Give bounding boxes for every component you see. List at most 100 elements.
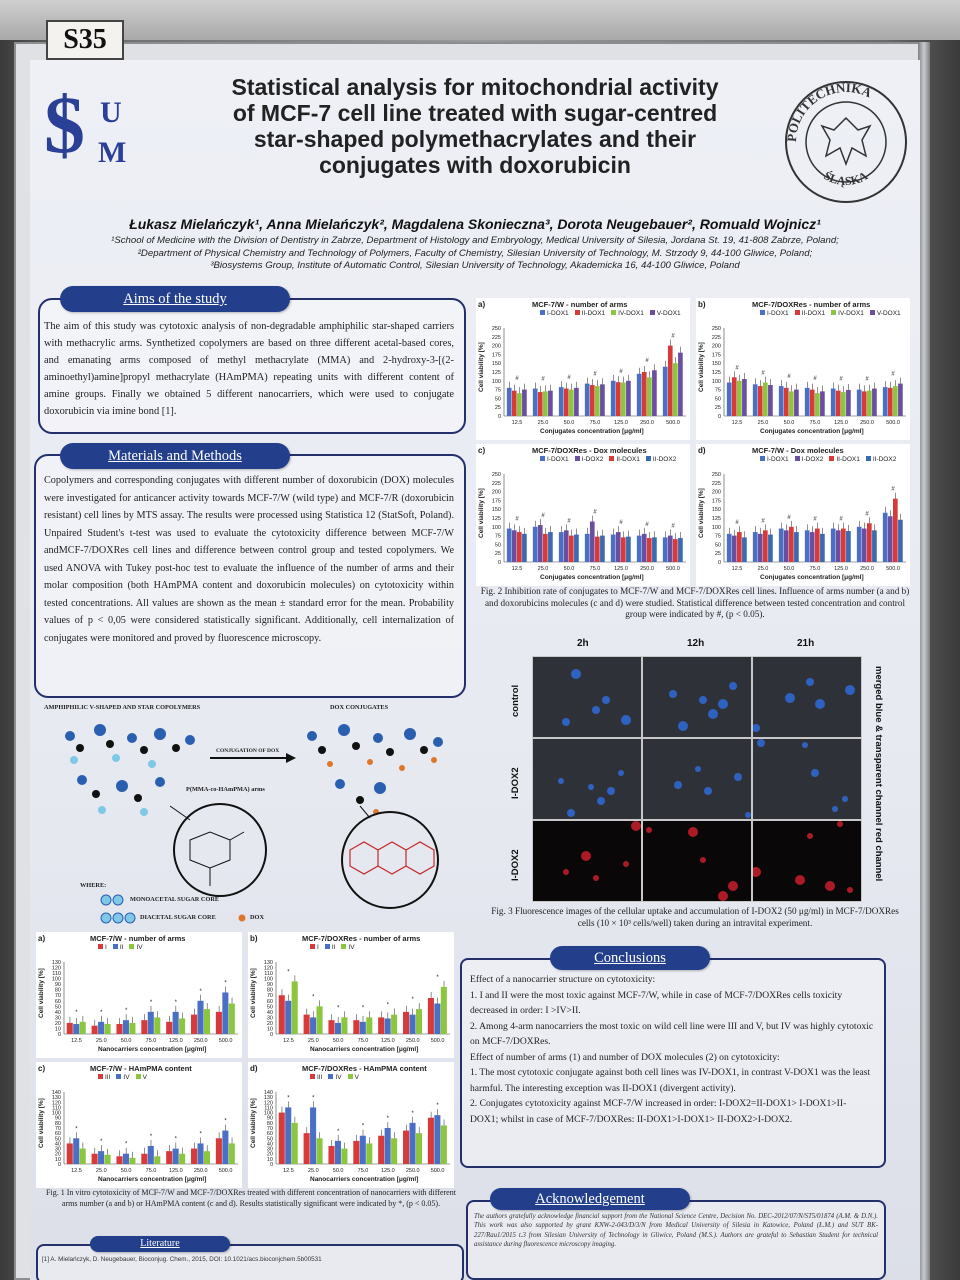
y-tick-label: 60 [55,999,61,1005]
bar [291,981,298,1034]
bar [820,533,825,562]
cell-fluorescence [753,678,855,732]
x-tick-label: 50.0 [121,1168,132,1174]
chart-panel-letter: b) [250,934,258,943]
y-tick-label: 100 [712,525,721,531]
cell-spot [623,861,629,867]
chart-plot-area: 0 25 50 75 100 125 150 175 200 225 250 #12.5 #25.0 #5… [492,326,686,426]
significance-marker: * [362,1124,365,1130]
sum-logo-u: U [100,96,122,129]
legend-entry: I-DOX2 [794,455,823,464]
y-tick-label: 175 [492,352,501,358]
x-tick-label: 250.0 [406,1038,420,1044]
cell-spot [845,685,855,695]
chart-fig1c: c) MCF-7/W - HAmPMA content III IV V 0 10 20 30 4… [36,1062,242,1188]
y-tick-label: 80 [55,988,61,994]
legend-label: II-DOX2 [652,456,677,463]
chart-legend: I II IV [98,943,211,952]
microscopy-side-label: merged blue & transparent channel [873,666,884,826]
bar [543,533,548,562]
aims-text: The aim of this study was cytotoxic anal… [44,321,454,417]
bar [763,530,768,562]
bar [558,532,564,562]
legend-label: II-DOX1 [581,310,606,317]
chart-panel-letter: b) [698,300,706,309]
bar [595,386,600,416]
legend-label: II [331,944,336,951]
scheme-drawing [65,724,443,909]
y-axis-label: Cell viability [%] [698,488,705,538]
x-tick-label: 75.0 [590,420,601,426]
bar [861,391,867,416]
literature-text: [1] A. Mielańczyk, D. Neugebauer, Biocon… [42,1256,322,1263]
bar [409,1122,416,1164]
cell-fluorescence [563,821,641,881]
bar [427,998,434,1034]
y-tick-label: 50 [715,396,721,402]
cell-spot [795,875,805,885]
significance-marker: * [287,1095,290,1101]
diacetal-label: DIACETAL SUGAR CORE [140,914,216,921]
y-tick-label: 60 [267,999,273,1005]
bar [517,393,522,416]
bar [589,385,595,416]
bar [353,1020,360,1034]
microscopy-image [642,738,752,820]
bar [809,532,815,562]
bar [835,390,841,416]
y-tick-label: 0 [58,1032,61,1038]
y-tick-label: 110 [52,971,61,977]
bar [203,1151,211,1164]
legend-label: I-DOX1 [767,310,789,317]
bar [359,1021,366,1034]
cell-fluorescence [757,739,848,812]
legend-label: IV [123,1074,130,1081]
bar [215,1011,222,1034]
cell-spot [745,812,751,818]
cell-spot [688,827,698,837]
bar [615,382,621,416]
y-tick-label: 225 [712,335,721,341]
chart-title: MCF-7/W - number of arms [90,934,186,943]
bar [506,528,512,562]
y-tick-label: 250 [492,472,501,478]
significance-marker: # [593,372,597,378]
bar [804,530,810,562]
bar [584,383,590,416]
bar [172,1148,179,1164]
cell-spot [618,770,624,776]
significance-marker: * [100,1139,103,1145]
y-tick-label: 100 [492,379,501,385]
significance-marker: * [125,1142,128,1148]
y-tick-label: 120 [52,966,61,972]
y-tick-label: 50 [495,396,501,402]
x-tick-label: 75.0 [146,1168,157,1174]
y-axis-label: Cell viability [%] [250,1098,257,1148]
figure-3-caption: Fig. 3 Fluorescence images of the cellul… [491,906,899,928]
significance-marker: * [200,989,203,995]
bar [434,1115,441,1164]
bar [835,530,841,562]
methods-box [34,454,466,698]
chart-plot-area: 0 25 50 75 100 125 150 175 200 225 250 #12.5 #25.0 #5… [712,472,906,572]
svg-text:POLITECHNIKA: POLITECHNIKA [784,80,875,143]
significance-marker: # [787,515,791,521]
legend-label: V-DOX1 [876,310,901,317]
bar [116,1024,123,1034]
bar [215,1138,222,1164]
svg-text:ŚLĄSKA: ŚLĄSKA [822,168,871,188]
x-tick-label: 500.0 [219,1038,233,1044]
bar [285,1107,292,1164]
microscopy-column-label: 2h [577,638,589,649]
significance-marker: # [619,369,623,375]
y-tick-label: 225 [712,481,721,487]
bar [228,1003,235,1034]
chart-panel-letter: a) [478,300,486,309]
title-line: star-shaped polymethacrylates and their [253,126,697,152]
y-tick-label: 50 [267,1004,273,1010]
cell-spot [602,696,610,704]
cell-spot [631,821,641,831]
y-tick-label: 70 [267,993,273,999]
x-tick-label: 125.0 [169,1168,183,1174]
